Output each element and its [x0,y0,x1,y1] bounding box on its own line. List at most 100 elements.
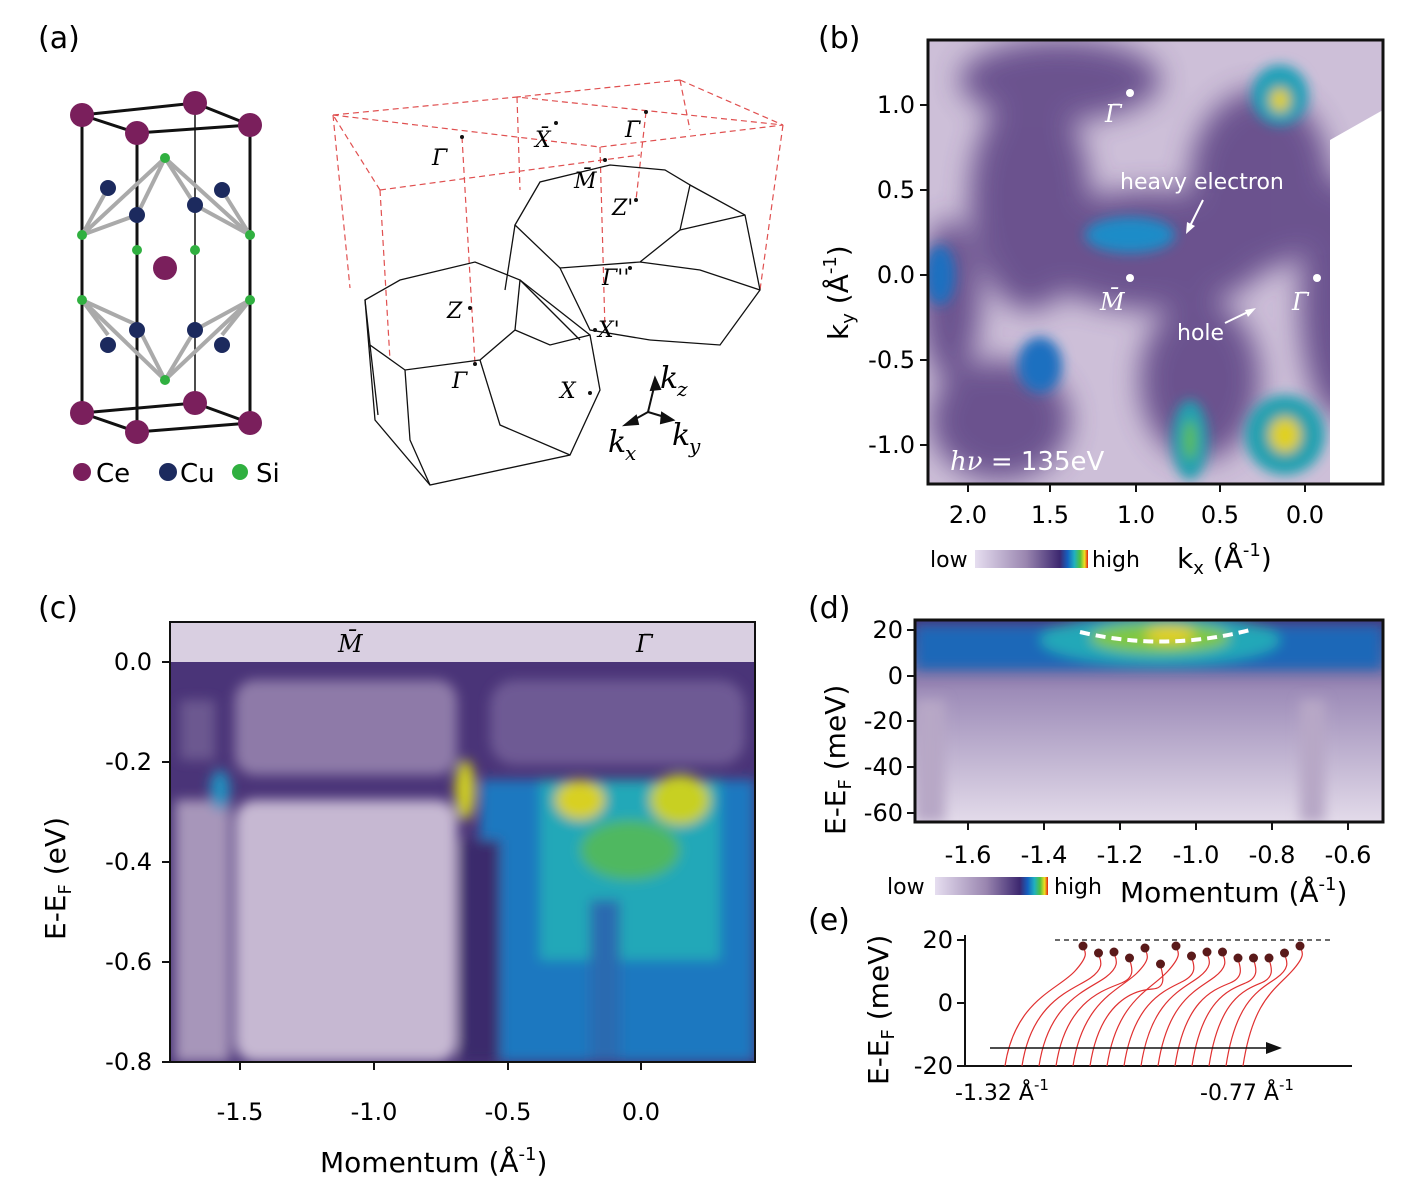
x-axis-label: kx (Å-1) [1177,540,1272,579]
panel-label: (e) [808,903,850,938]
edc-curve [1038,951,1117,1067]
point-label: Γ̄ [635,630,654,658]
bond [80,298,167,382]
label-part: F [55,884,76,894]
cu-atom [129,207,145,223]
ce-atom [125,121,149,145]
label-part: -1 [519,1144,537,1165]
colorbar-label: high [1054,875,1102,900]
si-atom [160,375,170,385]
point-label: Z [446,299,463,324]
label-part: ) [822,245,855,256]
si-atom [245,295,255,305]
ce-atom [153,256,177,280]
cu-atom [214,182,230,198]
bond [81,298,138,327]
cu-atom [100,180,116,196]
x-tick-label: -1.2 [1097,841,1144,869]
x-tick-label: 2.0 [949,501,987,529]
edc-curve [1208,957,1272,1067]
y-tick-label: -0.8 [105,1048,152,1076]
si-atom [160,153,170,163]
x-tick-label: -0.5 [485,1098,532,1126]
si-atom [132,245,142,255]
bond [80,187,110,236]
brillouin-zone [332,79,784,486]
arpes-cut [170,622,755,1062]
axis-subscript: x [625,441,636,465]
y-tick-label: 20 [922,926,953,954]
edc-peak [1171,941,1181,951]
y-tick-label: -0.5 [868,346,915,374]
y-tick-label: -0.6 [105,948,152,976]
edc-peak [1094,948,1103,958]
x-annotation: -1.32 Å-1 [955,1076,1049,1106]
y-axis-label: E-EF (meV) [862,935,899,1085]
edc-curve [1140,951,1210,1067]
y-tick-label: 0.0 [877,261,915,289]
x-tick-label: 1.0 [1117,501,1155,529]
ce-atom [183,391,207,415]
legend-ce [73,463,91,481]
edc-curve [1055,957,1133,1067]
label-part: (Å [821,274,855,313]
edc-peak [1280,948,1289,958]
ce-atom [70,401,94,425]
bond [80,156,167,237]
x-tick-label: -1.4 [1021,841,1068,869]
ce-atom [70,103,94,127]
x-annotation: -0.77 Å-1 [1200,1076,1294,1106]
x-tick-label: -0.6 [1325,841,1372,869]
axis-name: k [608,425,626,460]
edc-peak [1078,941,1088,951]
label-part: k [1177,542,1194,575]
colorbar [935,877,1048,895]
x-tick-label: -1.0 [351,1098,398,1126]
legend-si [232,464,248,480]
label-part: -1 [1034,1076,1049,1094]
legend-label: Ce [96,459,130,489]
label-part: -1.32 Å [955,1079,1034,1106]
cu-atom [214,337,230,353]
legend-cu [159,463,177,481]
label-part: Momentum (Å [1120,875,1319,909]
photon-energy: hν = 135eV [950,447,1104,477]
label-part: E-E [39,895,72,941]
colorbar-label: low [930,548,968,573]
colorbar-label: high [1092,548,1140,573]
edc-curve [1072,947,1148,1067]
bond [135,157,167,216]
y-tick-label: 0 [938,989,953,1017]
y-tick-label: 0 [888,662,903,690]
x-tick-label: -1.6 [945,841,992,869]
x-axis-label: Momentum (Å-1) [320,1144,547,1179]
si-atom [77,230,87,240]
point-label: M̄ [337,630,364,658]
y-axis-label: ky (Å-1) [820,245,859,340]
point-label: X̄ [533,126,552,153]
point-label: Z' [611,196,633,221]
x-tick-label: 0.5 [1201,501,1239,529]
x-tick-label: 0.0 [622,1098,660,1126]
edc-curve [1242,945,1303,1067]
label-part: E-E [819,790,852,836]
edc-peak [1202,947,1212,957]
label-part: E-E [862,1040,895,1086]
point-label: Γ̄ [1104,100,1123,128]
x-tick-label: -1.5 [217,1098,264,1126]
edc-peak [1187,951,1196,961]
label-part: (meV) [862,935,895,1029]
axis-name: k [660,361,678,396]
edc-peak [1264,953,1274,963]
panel-label: (a) [38,21,80,56]
ce-atom [183,91,207,115]
panel-label: (c) [38,591,78,626]
ce-atom [238,411,262,435]
frame [926,38,1385,486]
edc-peak [1125,953,1134,963]
label-part: -1 [1243,540,1261,561]
bond [81,213,138,237]
point-label: M̄ [573,167,597,194]
bond [194,298,251,332]
